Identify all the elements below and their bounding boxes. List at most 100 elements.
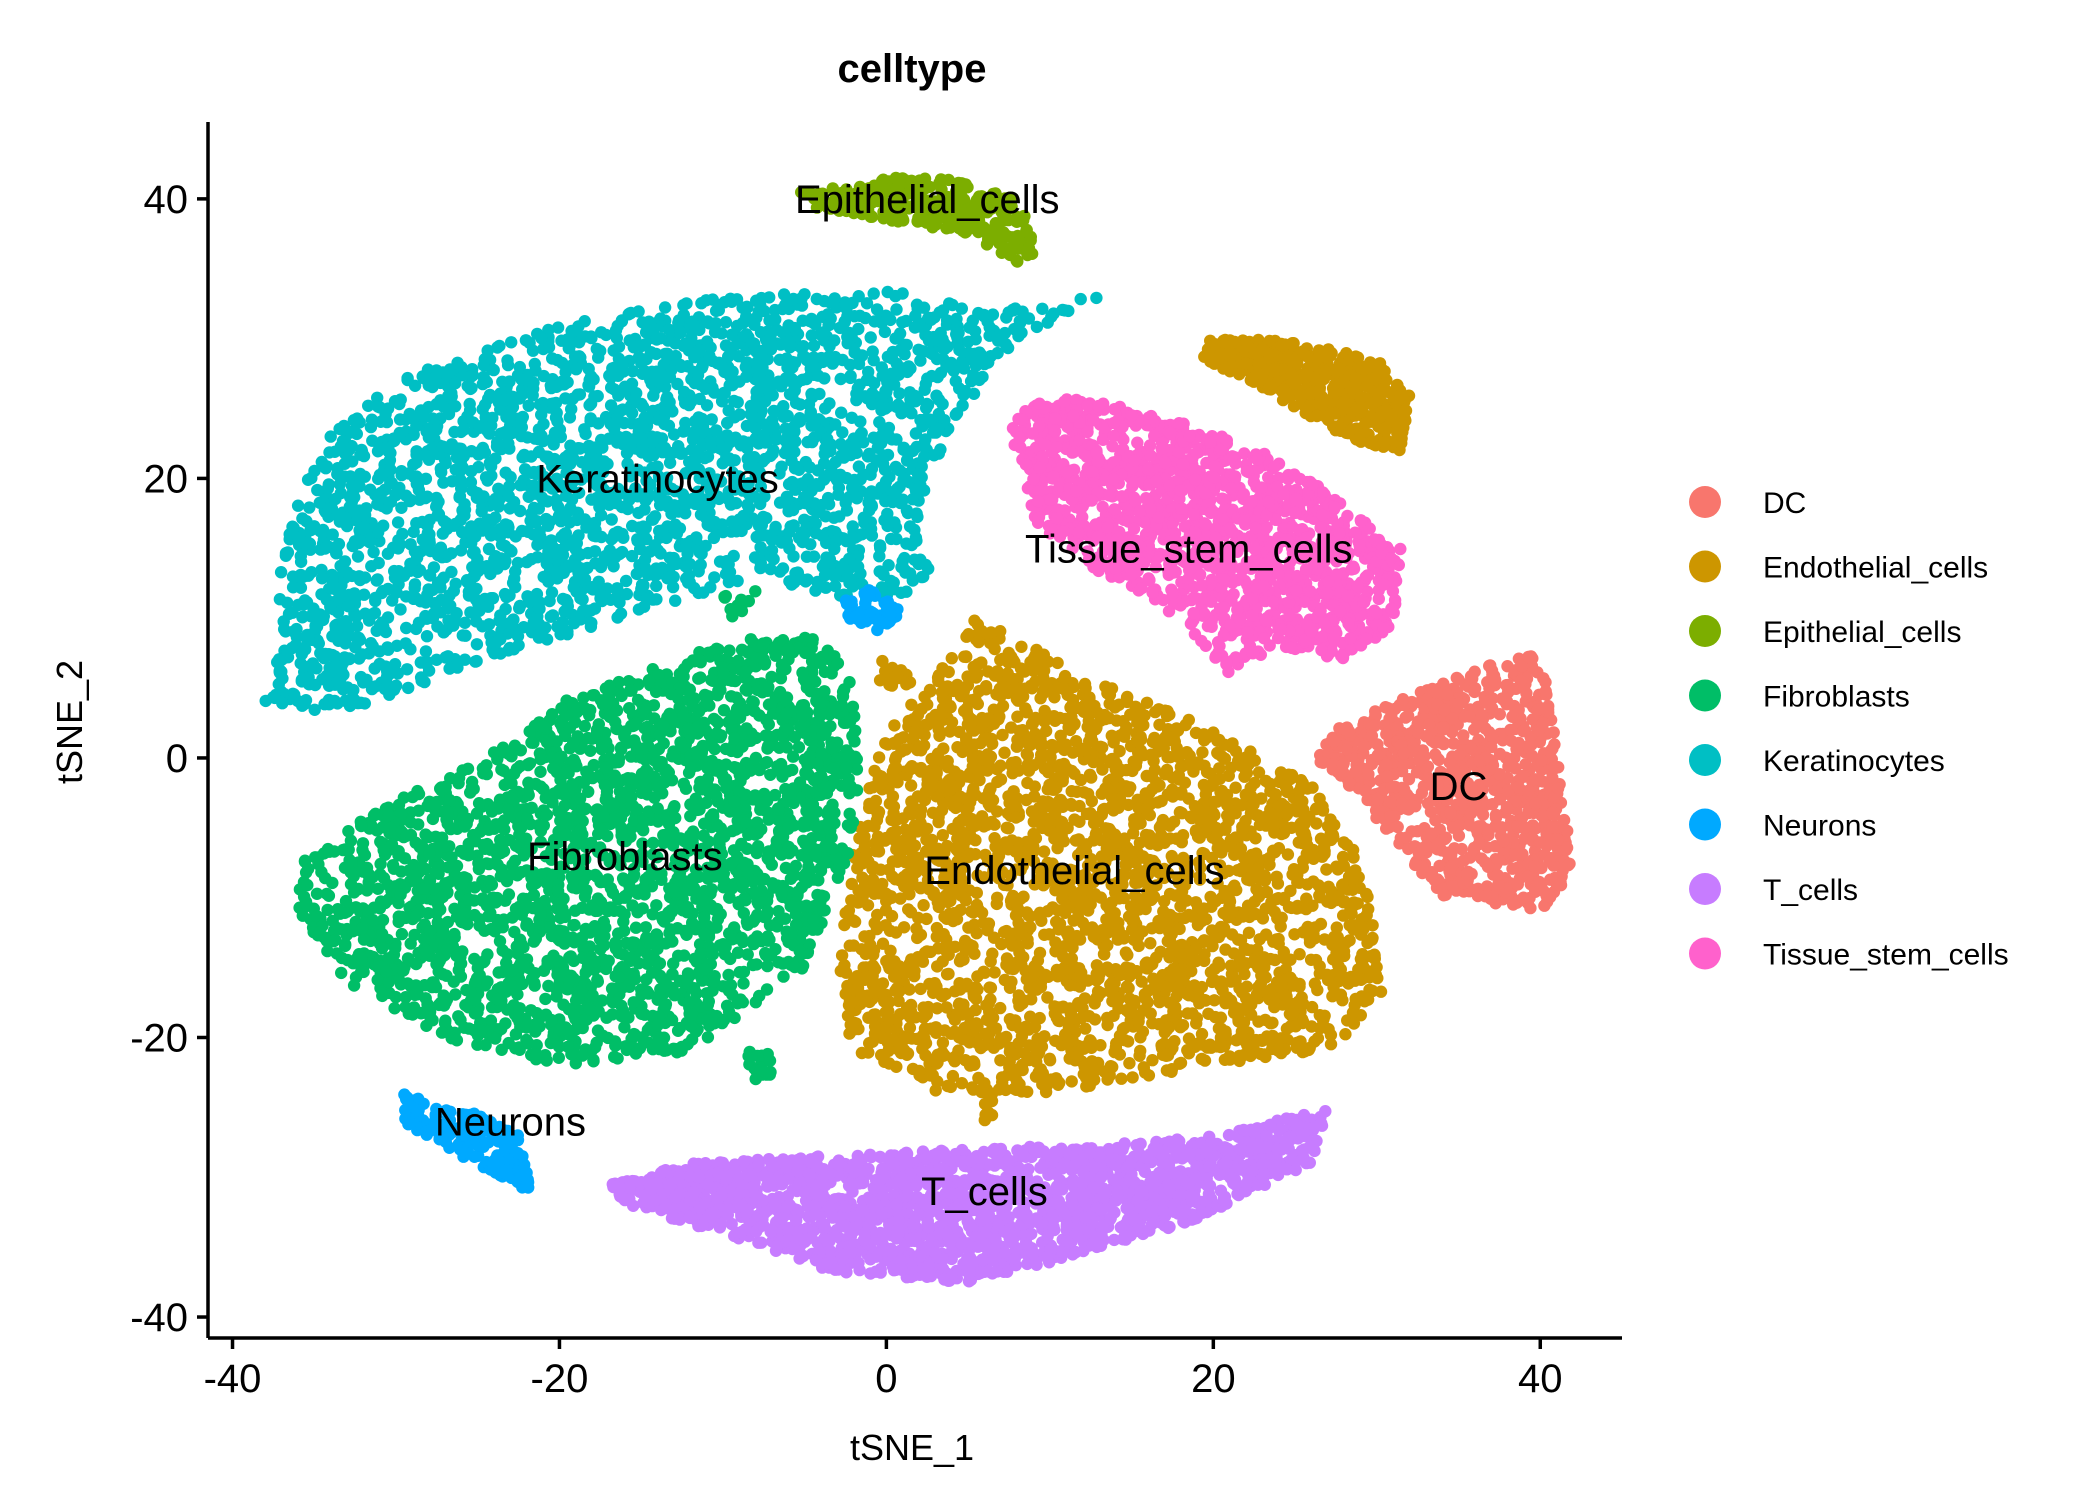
cell-point xyxy=(953,955,967,968)
cell-point xyxy=(1239,788,1253,801)
cell-point xyxy=(1328,818,1341,832)
cell-point xyxy=(1029,711,1042,725)
cell-point xyxy=(1478,696,1491,709)
cell-point xyxy=(982,997,995,1010)
cell-point xyxy=(1022,764,1036,777)
cell-point xyxy=(1252,1015,1265,1028)
cell-point xyxy=(1139,957,1153,970)
cell-point xyxy=(1189,896,1203,909)
cell-point xyxy=(1182,989,1196,1002)
cell-point xyxy=(969,992,983,1005)
cell-point xyxy=(985,233,998,246)
cell-point xyxy=(1122,785,1135,798)
cell-point xyxy=(998,925,1011,939)
cell-point xyxy=(846,1016,860,1029)
cell-point xyxy=(1402,773,1416,786)
cell-point xyxy=(1160,1049,1173,1063)
cell-point xyxy=(1198,350,1211,363)
cell-point xyxy=(931,1075,944,1088)
cell-point xyxy=(1154,833,1167,846)
cell-point xyxy=(1333,362,1346,376)
cell-point xyxy=(1137,748,1151,762)
cell-point xyxy=(1003,1013,1017,1026)
cell-point xyxy=(839,987,852,1001)
cell-point xyxy=(1129,818,1142,832)
cell-point xyxy=(1504,723,1517,737)
cell-point xyxy=(1023,1010,1037,1023)
cell-point xyxy=(1245,998,1258,1011)
cell-point xyxy=(1139,787,1153,800)
cell-point xyxy=(1349,765,1362,778)
cell-point xyxy=(1028,960,1041,973)
cell-point xyxy=(1517,725,1530,738)
cell-point xyxy=(1537,672,1550,685)
cell-point xyxy=(988,832,1001,845)
cell-point xyxy=(973,773,986,787)
cell-point xyxy=(1134,1031,1147,1044)
cell-point xyxy=(1118,1033,1131,1047)
cell-point xyxy=(1444,807,1457,820)
cell-point xyxy=(1287,1005,1300,1018)
cell-point xyxy=(1071,1049,1084,1062)
cell-point xyxy=(1232,933,1245,946)
cell-point xyxy=(1176,1018,1190,1032)
cell-point xyxy=(890,669,904,682)
cell-point xyxy=(998,746,1011,759)
cell-point xyxy=(870,922,884,936)
cell-point xyxy=(936,779,949,793)
cell-point xyxy=(996,1076,1009,1089)
cell-point xyxy=(1250,988,1264,1001)
cell-point xyxy=(1405,799,1418,812)
cell-point xyxy=(1453,770,1466,784)
cell-point xyxy=(1120,961,1133,974)
cell-point xyxy=(1306,781,1319,794)
cell-point xyxy=(960,650,973,664)
cell-point xyxy=(836,963,849,976)
cell-point xyxy=(974,737,987,750)
cell-point xyxy=(1546,806,1559,819)
cell-point xyxy=(944,701,957,714)
cell-point xyxy=(866,947,879,960)
cell-point xyxy=(1128,997,1141,1010)
cell-point xyxy=(1132,1015,1145,1028)
cell-point xyxy=(1371,793,1384,806)
cell-point xyxy=(1331,930,1344,944)
cell-point xyxy=(1266,1016,1279,1029)
cell-point xyxy=(944,1080,957,1094)
cell-point xyxy=(995,937,1008,951)
cell-point xyxy=(1294,774,1308,787)
cell-point xyxy=(1026,982,1039,995)
cell-point xyxy=(1066,746,1080,759)
cell-point xyxy=(1399,711,1412,724)
cell-point xyxy=(1113,744,1126,758)
cell-point xyxy=(1168,1035,1181,1048)
cell-point xyxy=(969,693,982,706)
cell-point xyxy=(994,625,1007,638)
cell-point xyxy=(908,819,922,832)
cell-point xyxy=(1433,736,1446,749)
cell-point xyxy=(1124,708,1137,721)
cell-point xyxy=(1253,933,1266,946)
cell-point xyxy=(1288,353,1301,367)
cell-point xyxy=(935,686,949,699)
cell-point xyxy=(863,782,876,795)
cell-point xyxy=(1231,1002,1244,1015)
cell-point xyxy=(906,799,919,812)
cell-point xyxy=(1313,967,1327,980)
cell-point xyxy=(1022,241,1036,255)
cell-point xyxy=(911,931,924,945)
cell-point xyxy=(1483,659,1496,673)
cell-point xyxy=(1463,710,1476,723)
cell-point xyxy=(1239,751,1252,764)
cell-point xyxy=(940,222,953,235)
cell-point xyxy=(994,759,1007,772)
cell-point xyxy=(1118,1021,1131,1035)
cell-point xyxy=(1525,749,1539,762)
cell-point xyxy=(1000,958,1013,972)
cell-point xyxy=(1364,950,1377,963)
cell-point xyxy=(1219,823,1232,836)
cell-point xyxy=(1106,1060,1119,1074)
cell-point xyxy=(1247,798,1260,811)
cell-point xyxy=(1438,703,1451,717)
cell-point xyxy=(1126,1071,1139,1084)
